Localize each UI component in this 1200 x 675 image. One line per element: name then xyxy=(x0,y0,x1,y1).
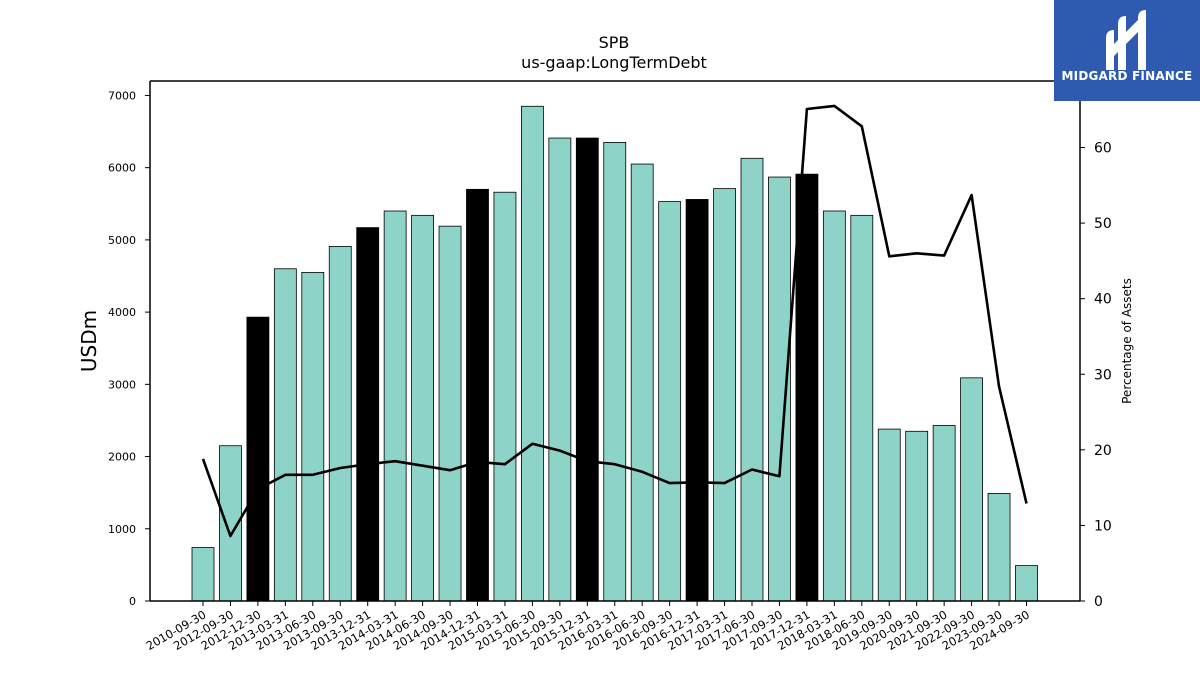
chart-subtitle: us-gaap:LongTermDebt xyxy=(521,53,707,72)
bar-2018-03-31 xyxy=(822,210,846,602)
y-tick-label: 0 xyxy=(129,595,136,608)
bar-2020-09-30 xyxy=(905,430,929,602)
y2-tick-label: 0 xyxy=(1094,594,1103,610)
bar-2019-09-30 xyxy=(877,428,901,602)
bar-2013-03-31 xyxy=(273,268,297,602)
y2-tick-label: 50 xyxy=(1094,216,1112,232)
bar-2021-09-30 xyxy=(932,425,956,602)
y-tick-label: 3000 xyxy=(108,378,136,391)
bar-2012-12-30 xyxy=(246,316,270,602)
y2-tick-label: 30 xyxy=(1094,367,1112,383)
bar-2015-06-30 xyxy=(521,105,544,602)
y-tick-label: 6000 xyxy=(108,162,136,175)
bar-2017-12-31 xyxy=(795,173,819,602)
y-tick-label: 2000 xyxy=(108,451,136,464)
bar-2016-12-31 xyxy=(685,199,709,602)
y-tick-label: 4000 xyxy=(108,306,136,319)
y2-tick-label: 60 xyxy=(1094,141,1112,157)
bar-2015-12-31 xyxy=(575,137,599,602)
bar-2016-06-30 xyxy=(630,163,654,602)
bar-2023-09-30 xyxy=(987,492,1011,602)
y-tick-label: 1000 xyxy=(108,523,136,536)
y2-tick-label: 10 xyxy=(1094,518,1112,534)
bar-2014-12-31 xyxy=(466,188,489,602)
bar-2015-03-31 xyxy=(493,191,517,602)
y-axis-label: USDm xyxy=(77,310,101,372)
bar-2015-09-30 xyxy=(548,137,572,602)
bar-2016-03-31 xyxy=(603,141,627,602)
line-layer xyxy=(201,104,1028,538)
chart-title: SPB xyxy=(599,33,630,52)
bars-layer xyxy=(191,105,1038,602)
bar-2010-09-30 xyxy=(191,547,215,602)
bar-2013-12-31 xyxy=(356,227,380,602)
bar-2018-06-30 xyxy=(850,214,874,602)
bar-2014-09-30 xyxy=(438,225,462,602)
logo-mark-icon xyxy=(1106,10,1146,70)
percentage-line xyxy=(201,104,1028,538)
bar-2017-03-31 xyxy=(713,188,736,602)
y2-tick-label: 40 xyxy=(1094,292,1112,308)
y-tick-label: 5000 xyxy=(108,234,136,247)
y2-tick-label: 20 xyxy=(1094,443,1112,459)
logo-text: MIDGARD FINANCE xyxy=(1061,69,1193,83)
bar-2022-09-30 xyxy=(960,377,983,602)
bar-2017-06-30 xyxy=(740,157,764,602)
bar-2016-09-30 xyxy=(658,201,682,602)
bar-2013-09-30 xyxy=(328,245,352,602)
bar-2014-06-30 xyxy=(411,214,435,602)
bar-2024-09-30 xyxy=(1015,565,1038,602)
bar-2013-06-30 xyxy=(301,271,325,602)
y2-axis-label: Percentage of Assets xyxy=(1120,278,1134,404)
y-tick-label: 7000 xyxy=(108,89,136,102)
bar-2014-03-31 xyxy=(383,210,407,602)
brand-logo: MIDGARD FINANCE xyxy=(1054,0,1200,101)
